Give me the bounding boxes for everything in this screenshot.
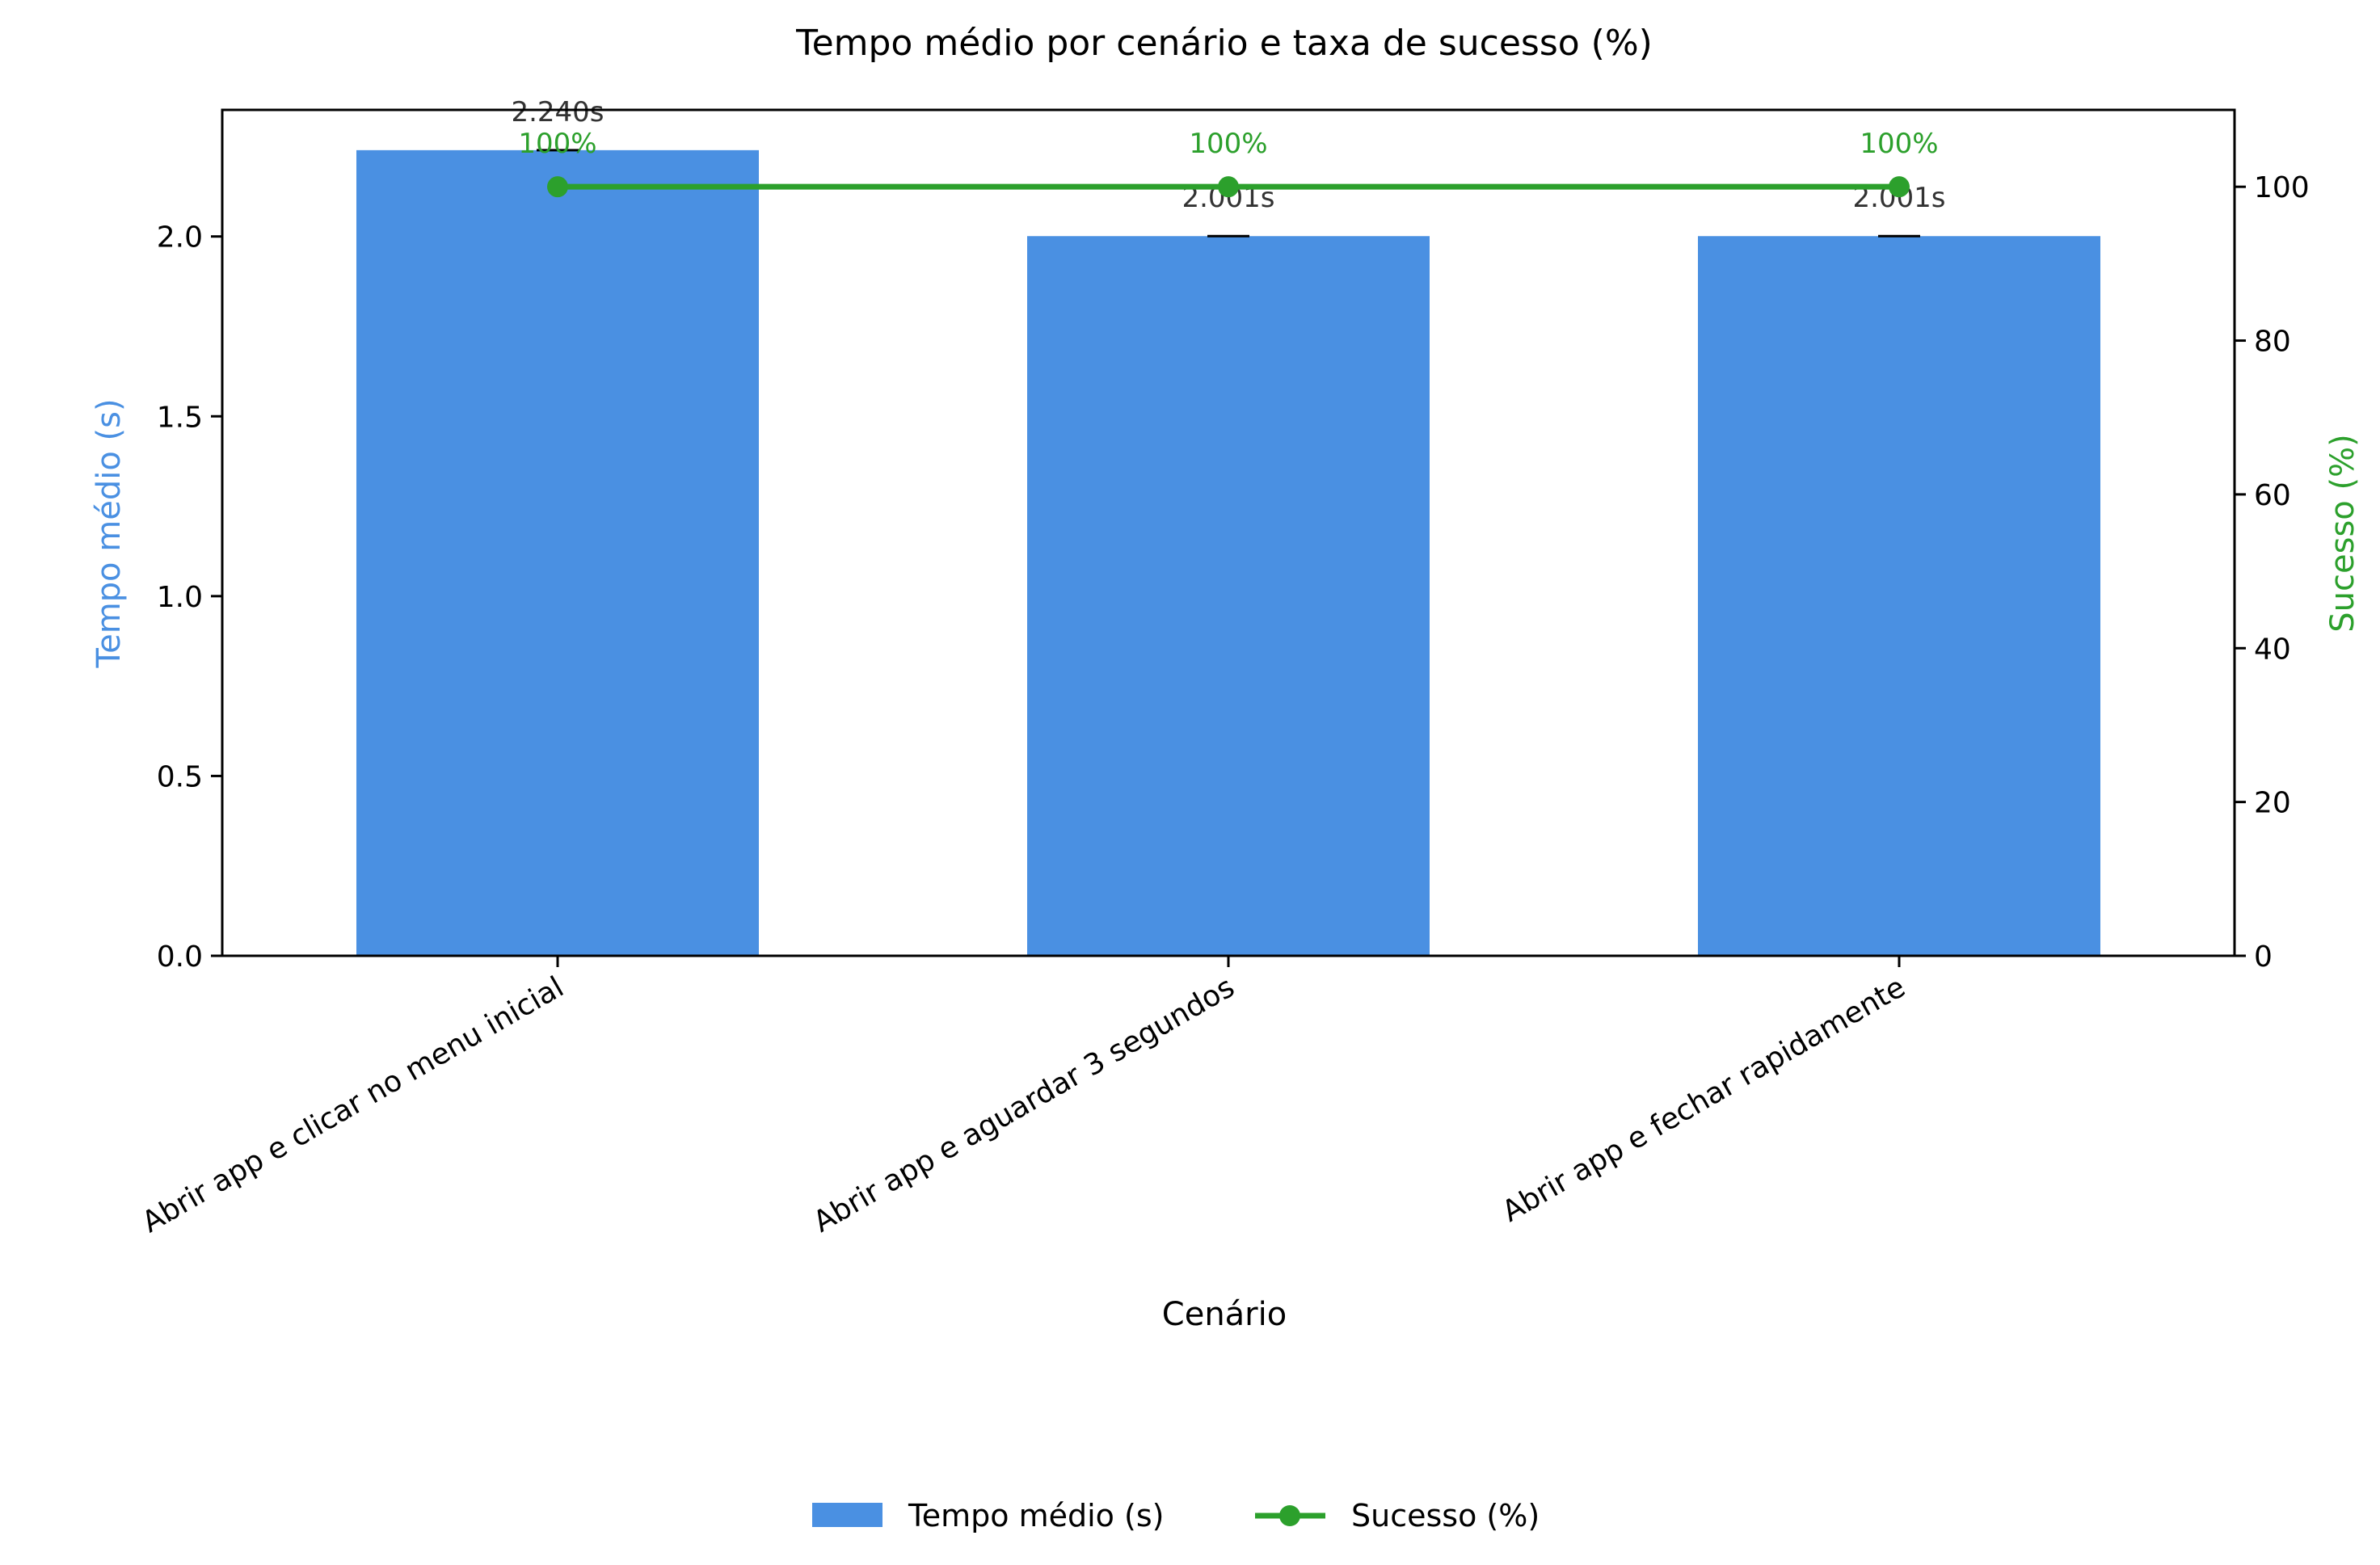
y2-tick-label: 0 <box>2254 940 2273 974</box>
success-value-label: 100% <box>518 128 596 160</box>
bar <box>356 149 759 956</box>
legend-label-bars: Tempo médio (s) <box>908 1498 1164 1533</box>
y2-tick-label: 40 <box>2254 633 2291 666</box>
success-value-label: 100% <box>1860 128 1938 160</box>
y-tick-label: 0.5 <box>157 760 203 793</box>
x-tick-label: Abrir app e clicar no menu inicial <box>137 970 569 1239</box>
legend-swatch-marker <box>1279 1505 1300 1526</box>
y-axis-label: Tempo médio (s) <box>91 398 128 668</box>
y-tick-label: 1.0 <box>157 581 203 614</box>
x-tick-label: Abrir app e fechar rapidamente <box>1497 970 1910 1228</box>
y-tick-label: 0.0 <box>157 940 203 974</box>
success-point <box>1218 176 1239 198</box>
legend-label-line: Sucesso (%) <box>1351 1498 1540 1533</box>
x-axis-label: Cenário <box>1162 1296 1287 1333</box>
y-tick-label: 2.0 <box>157 221 203 255</box>
legend-swatch-bars <box>812 1503 882 1527</box>
y2-axis-label: Sucesso (%) <box>2324 434 2361 632</box>
bar <box>1698 236 2100 956</box>
y-tick-label: 1.5 <box>157 401 203 434</box>
success-point <box>1889 176 1910 198</box>
success-value-label: 100% <box>1189 128 1267 160</box>
y2-tick-label: 100 <box>2254 171 2310 204</box>
legend: Tempo médio (s) Sucesso (%) <box>812 1498 1540 1533</box>
y2-tick-label: 20 <box>2254 787 2291 820</box>
y2-tick-label: 60 <box>2254 479 2291 512</box>
chart-title: Tempo médio por cenário e taxa de sucess… <box>795 23 1653 64</box>
y2-tick-label: 80 <box>2254 326 2291 359</box>
success-point <box>547 176 568 198</box>
bar <box>1027 236 1430 956</box>
x-tick-label: Abrir app e aguardar 3 segundos <box>808 970 1241 1239</box>
bar-value-label: 2.240s <box>511 96 604 128</box>
